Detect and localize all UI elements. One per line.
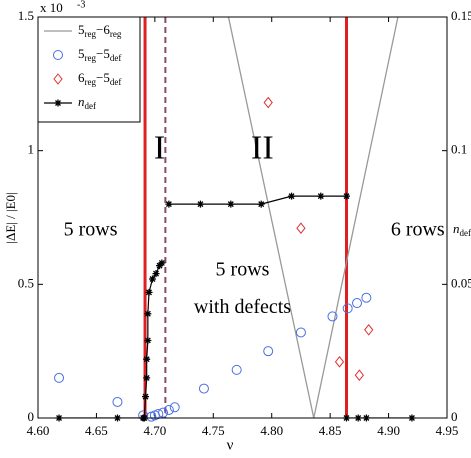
point: [158, 259, 166, 267]
point: [257, 200, 265, 208]
annotation: 5 rows: [216, 259, 270, 281]
point: [263, 346, 274, 357]
y2-tick-label: 0.05: [451, 275, 471, 290]
x-axis-label: ν: [227, 437, 234, 453]
legend-label: 5reg−5def: [78, 46, 121, 63]
point: [334, 356, 345, 368]
point: [296, 222, 306, 234]
x-tick-label: 4.75: [202, 423, 225, 438]
x-tick-label: 4.95: [436, 423, 459, 438]
point: [144, 336, 152, 344]
x-tick-label: 4.80: [260, 423, 283, 438]
point: [158, 407, 169, 418]
point: [198, 383, 209, 394]
point: [295, 327, 306, 338]
annotation: II: [251, 129, 274, 166]
point: [112, 396, 123, 407]
point: [163, 404, 174, 415]
y-tick-label: 1: [28, 142, 35, 157]
annotation: I: [154, 129, 165, 166]
point: [165, 200, 173, 208]
point: [142, 393, 150, 401]
legend: 5reg−6reg 5reg−5def 6reg−5def ndef: [37, 16, 141, 123]
y-tick-label: 1.5: [18, 8, 34, 23]
point: [342, 303, 353, 314]
x-tick-label: 4.85: [319, 423, 342, 438]
legend-marker: [53, 50, 63, 60]
legend-label: ndef: [78, 94, 96, 111]
point: [231, 364, 242, 375]
legend-label: 5reg−6reg: [78, 22, 122, 39]
point: [354, 369, 364, 382]
annotation: with defects: [194, 296, 291, 318]
point: [352, 298, 363, 309]
plot-frame: [37, 16, 448, 419]
y-tick-label: 0: [28, 409, 35, 424]
y2-tick-label: 0: [451, 409, 458, 424]
y2-tick-label: 0.15: [451, 8, 471, 23]
legend-label: 6reg−5def: [78, 70, 121, 87]
point: [364, 323, 374, 336]
point: [196, 200, 204, 208]
x-tick-label: 4.90: [377, 423, 400, 438]
axis-multiplier: x 10: [40, 0, 63, 15]
point: [169, 402, 180, 413]
axis-multiplier-exponent: -3: [77, 0, 85, 10]
point: [152, 270, 160, 278]
point: [156, 262, 164, 270]
y2-axis-label: ndef: [453, 221, 471, 238]
point: [227, 200, 235, 208]
legend-box: [37, 16, 141, 123]
point: [145, 288, 153, 296]
annotation: 6 rows: [391, 218, 445, 240]
point: [327, 311, 338, 322]
point: [263, 96, 273, 109]
legend-marker: [53, 73, 63, 85]
x-tick-label: 4.60: [27, 423, 50, 438]
series-line: [227, 17, 399, 418]
x-tick-label: 4.65: [85, 423, 108, 438]
point: [144, 310, 152, 318]
point: [361, 292, 372, 303]
point: [343, 192, 351, 200]
y-tick-label: 0.5: [18, 275, 34, 290]
y-axis-label: |ΔE| / |E0|: [3, 192, 18, 243]
point: [143, 355, 151, 363]
x-tick-label: 4.70: [143, 423, 166, 438]
point: [54, 372, 65, 383]
point: [317, 192, 325, 200]
y2-tick-label: 0.1: [451, 142, 467, 157]
annotation: 5 rows: [64, 218, 118, 240]
point: [143, 374, 151, 382]
point: [288, 192, 296, 200]
legend-marker: [54, 99, 62, 107]
point: [149, 275, 157, 283]
